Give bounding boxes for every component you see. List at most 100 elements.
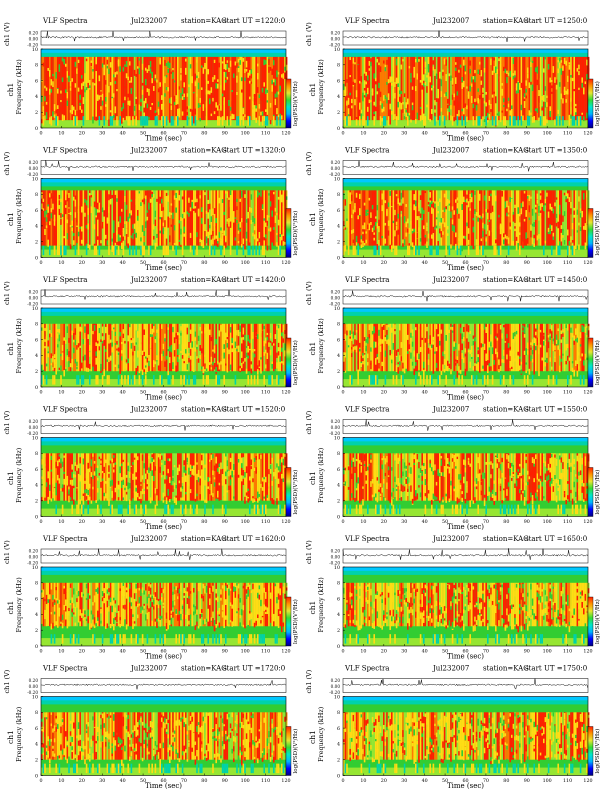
y-tick-label: 6	[35, 467, 38, 473]
y-tick-label: 8	[35, 451, 38, 457]
channel-label: ch1	[308, 342, 317, 356]
panel-date: Jul232007	[432, 147, 469, 155]
amplitude-tick-label: 0.20	[331, 160, 341, 165]
time-axis-label: Time (sec)	[447, 782, 484, 790]
y-tick-label: 4	[35, 94, 38, 100]
amplitude-strip	[343, 161, 588, 175]
x-tick-label: 10	[58, 649, 64, 655]
frequency-axis-label: Frequency (kHz)	[317, 318, 325, 374]
amplitude-tick-label: 0.00	[29, 296, 39, 301]
x-tick-label: 80	[201, 519, 207, 525]
y-tick-label: 4	[35, 353, 38, 359]
y-tick-label: 8	[337, 451, 340, 457]
panel-station: station=KAG	[181, 665, 227, 673]
spectrogram-heatmap	[343, 308, 589, 387]
amplitude-tick-label: 0.00	[331, 296, 341, 301]
frequency-axis-label: Frequency (kHz)	[317, 706, 325, 762]
panel-station: station=KAG	[483, 17, 529, 25]
panel-start-time: start UT =1450:0	[525, 276, 587, 284]
panel-title-prefix: VLF Spectra	[344, 406, 389, 414]
x-tick-label: 30	[99, 778, 105, 784]
channel-label: ch1	[308, 212, 317, 226]
colorbar-label: log(PSD)(V²/Hz)	[594, 470, 601, 515]
y-tick-label: 2	[35, 499, 38, 505]
y-tick-label: 10	[32, 565, 38, 571]
amplitude-tick-label: -0.20	[27, 690, 38, 695]
channel-label: ch1	[6, 730, 15, 744]
y-tick-label: 10	[32, 47, 38, 53]
amplitude-axis-label: ch1 (V)	[305, 151, 313, 175]
panel-station: station=KAG	[483, 147, 529, 155]
channel-label: ch1	[6, 212, 15, 226]
frequency-axis-label: Frequency (kHz)	[15, 318, 23, 374]
amplitude-axis-label: ch1 (V)	[305, 669, 313, 693]
y-tick-label: 2	[337, 369, 340, 375]
y-tick-label: 10	[334, 694, 340, 700]
channel-label: ch1	[308, 83, 317, 97]
x-tick-label: 10	[360, 778, 366, 784]
time-axis-label: Time (sec)	[145, 394, 182, 402]
panel-date: Jul232007	[130, 17, 167, 25]
y-tick-label: 0	[35, 385, 38, 391]
amplitude-tick-label: 0.00	[331, 684, 341, 689]
panel-date: Jul232007	[130, 147, 167, 155]
amplitude-tick-label: 0.00	[331, 425, 341, 430]
amplitude-axis-label: ch1 (V)	[3, 151, 11, 175]
colorbar	[286, 727, 291, 776]
spectrogram-heatmap	[343, 49, 589, 128]
panel-title-prefix: VLF Spectra	[344, 17, 389, 25]
x-tick-label: 90	[222, 260, 228, 266]
x-tick-label: 30	[99, 131, 105, 137]
spectrogram-heatmap	[343, 567, 589, 646]
y-tick-label: 4	[337, 612, 340, 618]
amplitude-tick-label: -0.20	[27, 561, 38, 566]
x-tick-label: 90	[222, 131, 228, 137]
panel-title-prefix: VLF Spectra	[42, 535, 87, 543]
x-tick-label: 20	[79, 778, 85, 784]
panel-title-prefix: VLF Spectra	[344, 276, 389, 284]
channel-label: ch1	[6, 471, 15, 485]
x-tick-label: 90	[222, 778, 228, 784]
amplitude-tick-label: -0.20	[329, 172, 340, 177]
y-tick-label: 10	[334, 565, 340, 571]
amplitude-tick-label: 0.00	[29, 37, 39, 42]
channel-label: ch1	[308, 471, 317, 485]
x-tick-label: 110	[261, 260, 270, 266]
x-tick-label: 40	[422, 131, 428, 137]
colorbar	[286, 468, 291, 517]
x-tick-label: 40	[422, 778, 428, 784]
frequency-axis-label: Frequency (kHz)	[15, 447, 23, 503]
x-tick-label: 120	[583, 519, 592, 525]
y-tick-label: 6	[35, 208, 38, 214]
y-tick-label: 0	[35, 126, 38, 132]
panel-station: station=KAG	[483, 406, 529, 414]
x-tick-label: 30	[401, 390, 407, 396]
x-tick-label: 0	[341, 519, 344, 525]
x-tick-label: 120	[281, 131, 290, 137]
y-tick-label: 0	[337, 255, 340, 261]
x-tick-label: 120	[583, 649, 592, 655]
amplitude-axis-label: ch1 (V)	[3, 540, 11, 564]
x-tick-label: 40	[120, 260, 126, 266]
x-tick-label: 80	[503, 390, 509, 396]
amplitude-tick-label: -0.20	[329, 302, 340, 307]
y-tick-label: 8	[337, 63, 340, 69]
y-tick-label: 4	[337, 94, 340, 100]
x-tick-label: 30	[401, 649, 407, 655]
amplitude-axis-label: ch1 (V)	[305, 410, 313, 434]
x-tick-label: 30	[401, 131, 407, 137]
x-tick-label: 80	[201, 649, 207, 655]
colorbar-label: log(PSD)(V²/Hz)	[594, 211, 601, 256]
amplitude-tick-label: 0.00	[331, 166, 341, 171]
y-tick-label: 0	[337, 644, 340, 650]
amplitude-tick-label: -0.20	[27, 431, 38, 436]
x-tick-label: 100	[241, 778, 250, 784]
y-tick-label: 4	[337, 353, 340, 359]
x-tick-label: 90	[222, 649, 228, 655]
panel-title-prefix: VLF Spectra	[42, 17, 87, 25]
